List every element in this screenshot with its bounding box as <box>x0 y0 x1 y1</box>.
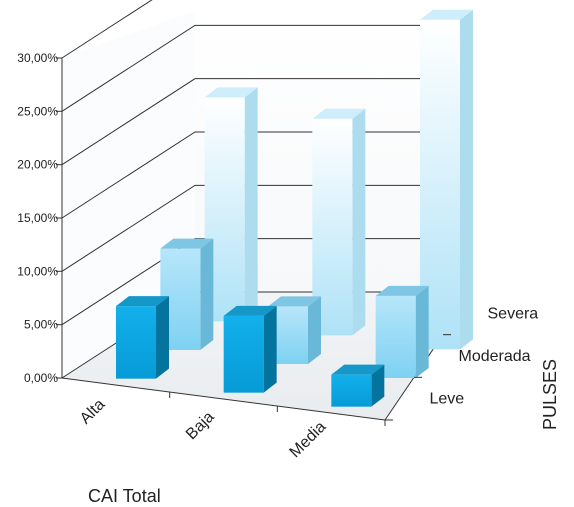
bar-top <box>331 364 385 375</box>
bar-top <box>204 87 258 98</box>
bar-side <box>415 285 429 378</box>
bar-front <box>116 306 156 379</box>
y-tick-labels: 0,00% 5,00% 10,00% 15,00% 20,00% 25,00% 30,00% <box>17 51 62 385</box>
series-label: Leve <box>430 391 465 408</box>
gridline <box>61 24 472 112</box>
x-tick-label: Alta <box>77 396 109 428</box>
bar <box>116 296 169 379</box>
bar-top <box>420 9 473 20</box>
y-tick-label: 15,00% <box>17 211 58 225</box>
bar <box>375 285 429 378</box>
y-tick-label: 10,00% <box>17 264 58 278</box>
series-depth-labels: Leve Moderada Severa <box>385 305 539 421</box>
y-tick-label: 30,00% <box>17 51 58 65</box>
bar-top <box>268 296 321 307</box>
gridline <box>61 0 153 59</box>
gridline <box>61 78 472 166</box>
bar-top <box>223 305 277 316</box>
bar <box>223 305 277 393</box>
y-tick-label: 0,00% <box>24 371 58 385</box>
bar-side <box>371 364 385 407</box>
series-label: Severa <box>488 305 539 322</box>
bar-top <box>375 285 429 296</box>
bar-front <box>375 295 416 378</box>
bar-top <box>312 108 366 119</box>
bar <box>331 364 385 407</box>
x-axis-label: CAI Total <box>88 486 161 506</box>
y-tick-label: 5,00% <box>24 318 58 332</box>
bar-side <box>308 296 321 364</box>
y-tick-label: 20,00% <box>17 158 58 172</box>
bar-front <box>331 374 372 407</box>
bar <box>204 87 258 322</box>
bar-front <box>223 315 264 393</box>
y-tick-label: 25,00% <box>17 104 58 118</box>
bar-side <box>200 238 214 350</box>
bar-side <box>244 87 258 322</box>
bar-side <box>352 108 366 336</box>
bar-side <box>460 9 473 350</box>
bar-side <box>263 305 277 393</box>
x-tick-label: Baja <box>183 408 218 443</box>
floor-front-edge <box>61 377 386 421</box>
bar-top <box>160 238 214 249</box>
bar-side <box>156 296 169 379</box>
series-label: Moderada <box>459 348 531 365</box>
bars <box>116 9 473 407</box>
bar-top <box>116 296 169 307</box>
gridline <box>61 184 472 272</box>
z-axis-label: PULSES <box>540 359 560 430</box>
gridline <box>61 131 472 219</box>
x-tick-label: Media <box>287 418 330 461</box>
